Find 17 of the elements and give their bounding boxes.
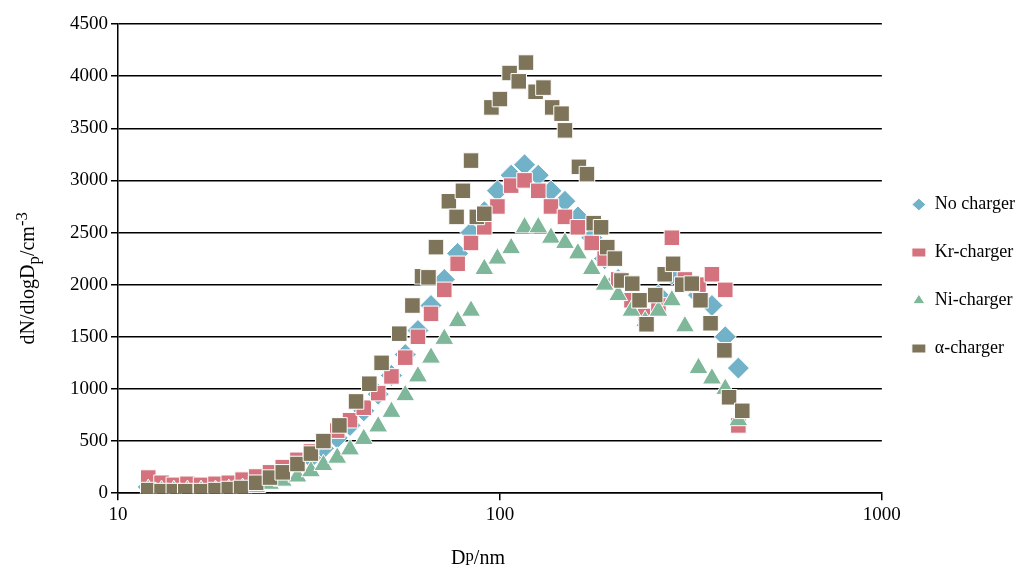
legend-label: Kr-charger <box>934 241 1014 262</box>
y-tick-label: 4500 <box>70 11 108 33</box>
y-tick-label: 500 <box>79 429 108 451</box>
legend-label: α-charger <box>934 337 1004 358</box>
y-tick-label: 0 <box>98 481 108 503</box>
legend-label: No charger <box>934 193 1016 214</box>
legend-label: Ni-charger <box>934 289 1013 310</box>
x-tick-label: 10 <box>108 502 128 524</box>
x-tick-label: 100 <box>485 502 515 524</box>
y-tick-label: 3000 <box>70 168 108 190</box>
y-tick-label: 2000 <box>70 272 108 294</box>
y-tick-label: 2500 <box>70 220 108 242</box>
y-tick-label: 1000 <box>70 376 108 398</box>
y-tick-label: 4000 <box>70 64 108 86</box>
x-tick-label: 1000 <box>862 502 901 524</box>
y-tick-label: 1500 <box>70 324 108 346</box>
y-tick-label: 3500 <box>70 116 108 138</box>
